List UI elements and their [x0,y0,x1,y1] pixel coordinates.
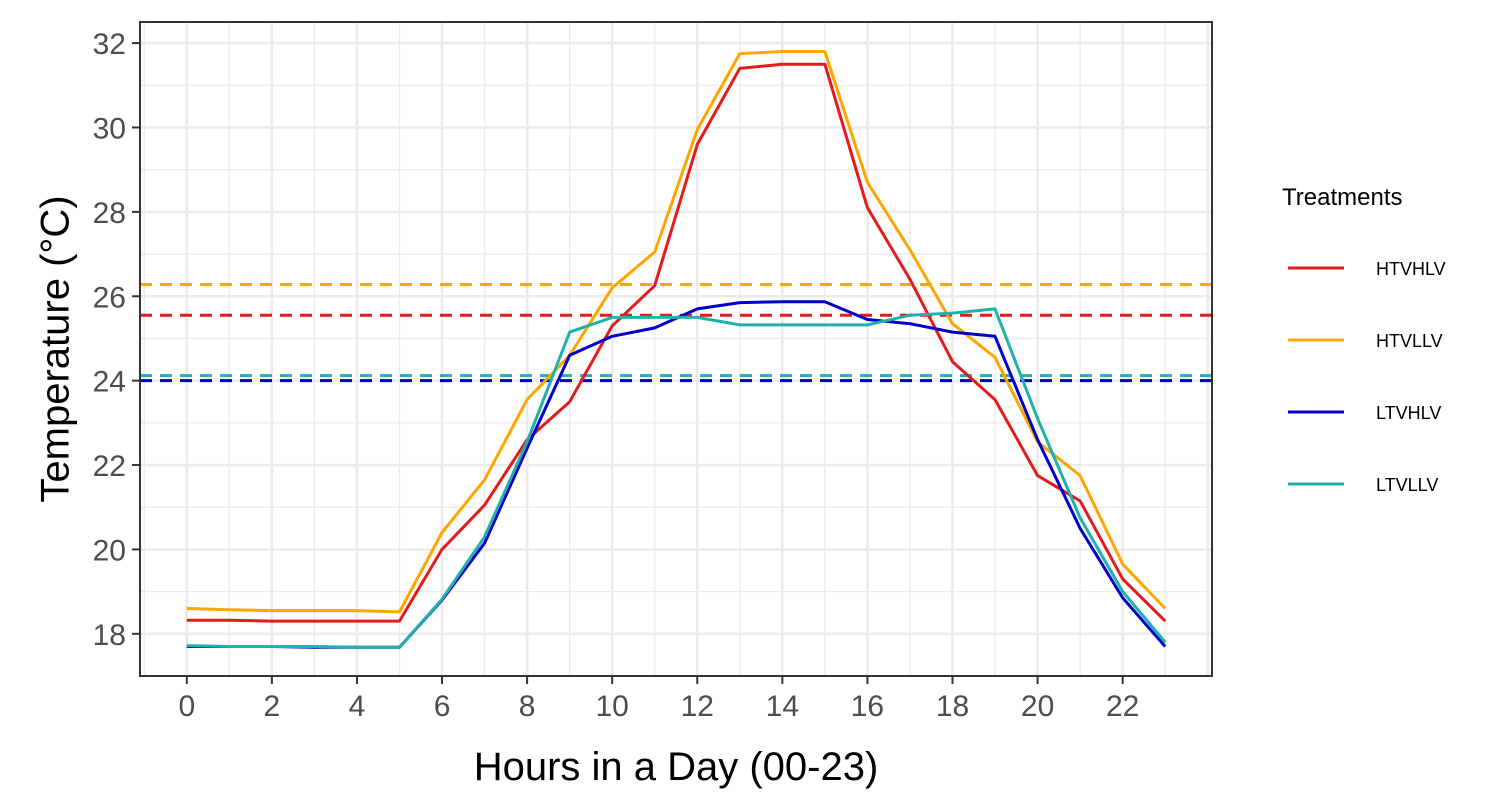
x-tick-label: 10 [596,690,629,723]
y-tick-label: 18 [93,619,126,652]
y-tick-label: 24 [93,366,126,399]
legend-label-ltvllv: LTVLLV [1376,475,1438,495]
y-tick-label: 20 [93,534,126,567]
legend-label-htvhlv: HTVHLV [1376,259,1446,279]
mean-reference-lines [140,282,1212,383]
x-tick-label: 8 [519,690,536,723]
x-tick-label: 22 [1106,690,1139,723]
legend-label-htvllv: HTVLLV [1376,331,1443,351]
series-line-ltvhlv [186,300,1167,649]
x-tick-label: 16 [851,690,884,723]
legend-label-ltvhlv: LTVHLV [1376,403,1441,423]
series-line-ltvllv [186,307,1167,649]
series-line-htvhlv [186,62,1167,623]
x-axis-title: Hours in a Day (00-23) [474,745,879,789]
legend-title: Treatments [1282,184,1402,211]
series-line-htvllv [186,50,1167,614]
y-tick-label: 32 [93,28,126,61]
grid-lines [140,22,1212,677]
y-tick-label: 28 [93,197,126,230]
y-tick-label: 26 [93,281,126,314]
y-axis-title: Temperature (°C) [34,195,78,502]
x-tick-label: 18 [936,690,969,723]
y-tick-label: 30 [93,112,126,145]
legend: Treatments HTVHLV HTVLLV LTVHLV LTVLLV [1282,184,1446,495]
plot-panel-border [139,21,1213,677]
x-tick-label: 6 [434,690,451,723]
x-tick-label: 20 [1021,690,1054,723]
x-tick-label: 14 [766,690,799,723]
x-tick-label: 12 [681,690,714,723]
legend-items: HTVHLV HTVLLV LTVHLV LTVLLV [1288,259,1446,495]
x-tick-label: 4 [349,690,366,723]
series-lines [186,50,1167,649]
x-tick-label: 0 [178,690,195,723]
y-tick-label: 22 [93,450,126,483]
x-tick-label: 2 [264,690,281,723]
